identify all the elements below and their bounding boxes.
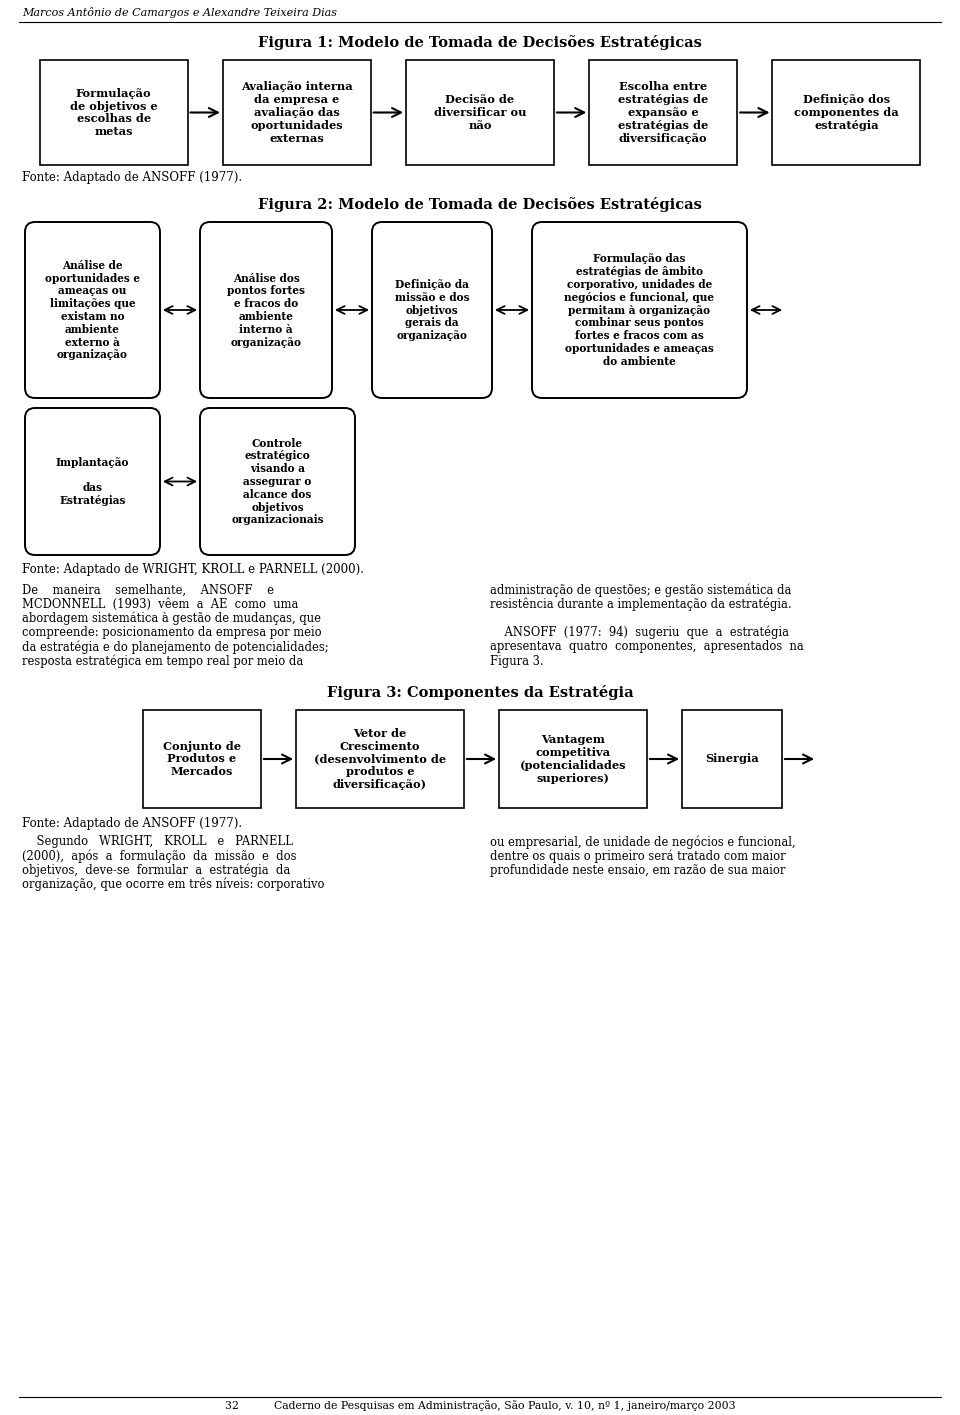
Text: profundidade neste ensaio, em razão de sua maior: profundidade neste ensaio, em razão de s… bbox=[490, 865, 785, 877]
Text: 32          Caderno de Pesquisas em Administração, São Paulo, v. 10, nº 1, janei: 32 Caderno de Pesquisas em Administração… bbox=[225, 1401, 735, 1411]
Text: Fonte: Adaptado de ANSOFF (1977).: Fonte: Adaptado de ANSOFF (1977). bbox=[22, 816, 242, 829]
Text: Marcos Antônio de Camargos e Alexandre Teixeira Dias: Marcos Antônio de Camargos e Alexandre T… bbox=[22, 7, 337, 17]
Text: (2000),  após  a  formulação  da  missão  e  dos: (2000), após a formulação da missão e do… bbox=[22, 849, 297, 863]
Text: Controle
estratégico
visando a
assegurar o
alcance dos
objetivos
organizacionais: Controle estratégico visando a assegurar… bbox=[231, 437, 324, 525]
Text: compreende: posicionamento da empresa por meio: compreende: posicionamento da empresa po… bbox=[22, 625, 322, 640]
Bar bbox=[143, 710, 261, 808]
Text: Figura 2: Modelo de Tomada de Decisões Estratégicas: Figura 2: Modelo de Tomada de Decisões E… bbox=[258, 198, 702, 212]
Text: Figura 3: Componentes da Estratégia: Figura 3: Componentes da Estratégia bbox=[326, 685, 634, 699]
Text: Decisão de
diversificar ou
não: Decisão de diversificar ou não bbox=[434, 95, 526, 130]
Text: Escolha entre
estratégias de
expansão e
estratégias de
diversificação: Escolha entre estratégias de expansão e … bbox=[618, 82, 708, 143]
Text: resistência durante a implementação da estratégia.: resistência durante a implementação da e… bbox=[490, 597, 792, 611]
Text: resposta estratégica em tempo real por meio da: resposta estratégica em tempo real por m… bbox=[22, 654, 303, 668]
Text: ANSOFF  (1977:  94)  sugeriu  que  a  estratégia: ANSOFF (1977: 94) sugeriu que a estratég… bbox=[490, 625, 789, 640]
FancyBboxPatch shape bbox=[532, 222, 747, 398]
FancyBboxPatch shape bbox=[200, 408, 355, 555]
Bar bbox=[39, 59, 187, 166]
Text: De    maneira    semelhante,    ANSOFF    e: De maneira semelhante, ANSOFF e bbox=[22, 583, 274, 597]
FancyBboxPatch shape bbox=[25, 408, 160, 555]
Text: Fonte: Adaptado de ANSOFF (1977).: Fonte: Adaptado de ANSOFF (1977). bbox=[22, 171, 242, 184]
Bar bbox=[499, 710, 647, 808]
Text: abordagem sistemática à gestão de mudanças, que: abordagem sistemática à gestão de mudanç… bbox=[22, 611, 321, 625]
Text: Definição da
missão e dos
objetivos
gerais da
organização: Definição da missão e dos objetivos gera… bbox=[395, 279, 469, 341]
Text: MCDONNELL  (1993)  vêem  a  AE  como  uma: MCDONNELL (1993) vêem a AE como uma bbox=[22, 597, 299, 611]
Text: objetivos,  deve-se  formular  a  estratégia  da: objetivos, deve-se formular a estratégia… bbox=[22, 863, 290, 877]
FancyBboxPatch shape bbox=[372, 222, 492, 398]
Bar bbox=[682, 710, 782, 808]
Bar bbox=[589, 59, 737, 166]
Text: Implantação

das
Estratégias: Implantação das Estratégias bbox=[56, 457, 130, 507]
Text: Fonte: Adaptado de WRIGHT, KROLL e PARNELL (2000).: Fonte: Adaptado de WRIGHT, KROLL e PARNE… bbox=[22, 563, 364, 576]
FancyBboxPatch shape bbox=[25, 222, 160, 398]
Text: Formulação das
estratégias de âmbito
corporativo, unidades de
negócios e funcion: Formulação das estratégias de âmbito cor… bbox=[564, 253, 714, 366]
Text: dentre os quais o primeiro será tratado com maior: dentre os quais o primeiro será tratado … bbox=[490, 849, 785, 863]
Text: Análise de
oportunidades e
ameaças ou
limitações que
existam no
ambiente
externo: Análise de oportunidades e ameaças ou li… bbox=[45, 260, 140, 361]
Text: Definição dos
componentes da
estratégia: Definição dos componentes da estratégia bbox=[794, 95, 899, 130]
Text: ou empresarial, de unidade de negócios e funcional,: ou empresarial, de unidade de negócios e… bbox=[490, 835, 796, 849]
Bar bbox=[223, 59, 371, 166]
Text: Segundo   WRIGHT,   KROLL   e   PARNELL: Segundo WRIGHT, KROLL e PARNELL bbox=[22, 835, 293, 849]
Text: Vetor de
Crescimento
(desenvolvimento de
produtos e
diversificação): Vetor de Crescimento (desenvolvimento de… bbox=[314, 727, 446, 790]
Text: apresentava  quatro  componentes,  apresentados  na: apresentava quatro componentes, apresent… bbox=[490, 641, 804, 654]
Bar bbox=[406, 59, 554, 166]
Text: Figura 3.: Figura 3. bbox=[490, 655, 543, 668]
Text: organização, que ocorre em três níveis: corporativo: organização, que ocorre em três níveis: … bbox=[22, 877, 324, 891]
Text: administração de questões; e gestão sistemática da: administração de questões; e gestão sist… bbox=[490, 583, 791, 597]
Text: Sinergia: Sinergia bbox=[706, 754, 758, 764]
Text: Avaliação interna
da empresa e
avaliação das
oportunidades
externas: Avaliação interna da empresa e avaliação… bbox=[241, 82, 352, 143]
Text: da estratégia e do planejamento de potencialidades;: da estratégia e do planejamento de poten… bbox=[22, 640, 328, 654]
Text: Vantagem
competitiva
(potencialidades
superiores): Vantagem competitiva (potencialidades su… bbox=[519, 734, 626, 784]
FancyBboxPatch shape bbox=[200, 222, 332, 398]
Text: Análise dos
pontos fortes
e fracos do
ambiente
interno à
organização: Análise dos pontos fortes e fracos do am… bbox=[228, 273, 305, 348]
Text: Formulação
de objetivos e
escolhas de
metas: Formulação de objetivos e escolhas de me… bbox=[70, 88, 157, 137]
Text: Figura 1: Modelo de Tomada de Decisões Estratégicas: Figura 1: Modelo de Tomada de Decisões E… bbox=[258, 34, 702, 50]
Bar bbox=[773, 59, 921, 166]
Text: Conjunto de
Produtos e
Mercados: Conjunto de Produtos e Mercados bbox=[163, 740, 241, 777]
Bar bbox=[296, 710, 464, 808]
